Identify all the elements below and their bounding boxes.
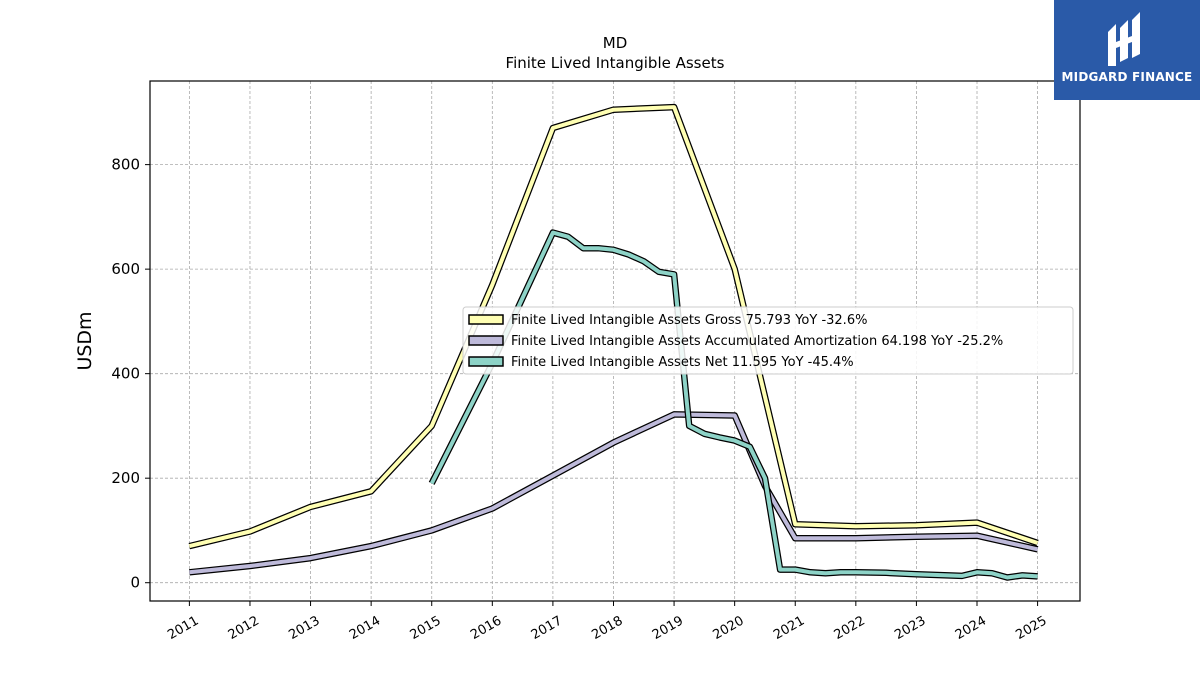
x-tick-label: 2011 [165,613,201,643]
series-line-3 [429,230,1038,580]
x-tick-label: 2024 [953,613,989,643]
legend-swatch-2 [468,335,504,346]
legend-label-3: Finite Lived Intangible Assets Net 11.59… [511,355,854,370]
legend-label-1: Finite Lived Intangible Assets Gross 75.… [511,313,867,328]
x-tick-label: 2021 [771,613,807,643]
legend-box [462,306,1074,375]
y-tick-label: 800 [111,156,140,174]
chart-subtitle: Finite Lived Intangible Assets [506,54,725,72]
midgard-finance-logo: MIDGARD FINANCE [1054,0,1200,100]
y-axis-ticks: 0 200 400 600 800 [111,156,150,592]
y-tick-label: 400 [111,365,140,383]
x-axis-ticks: 2011 2012 2013 2014 2015 2016 2017 2018 2019 2020… [165,601,1050,643]
midgard-logo-icon [1108,12,1140,66]
x-tick-label: 2022 [832,613,868,643]
series-lines [188,103,1039,581]
y-tick-label: 0 [130,574,140,592]
x-tick-label: 2017 [529,613,565,643]
y-axis-label: USDm [74,311,96,370]
chart-title: MD [603,34,628,52]
legend-label-2: Finite Lived Intangible Assets Accumulat… [511,334,1003,349]
x-tick-label: 2019 [650,613,686,643]
x-tick-label: 2023 [892,613,928,643]
legend: Finite Lived Intangible Assets Gross 75.… [462,306,1074,375]
series-line-1 [188,105,1039,549]
legend-swatch-1 [468,314,504,325]
legend-swatch-3 [468,356,504,367]
series-line-2 [189,412,1039,575]
x-tick-label: 2013 [286,613,322,643]
x-tick-label: 2014 [347,613,383,643]
x-tick-label: 2025 [1013,613,1049,643]
x-tick-label: 2015 [408,613,444,643]
x-tick-label: 2018 [589,613,625,643]
x-tick-label: 2016 [468,613,504,643]
y-tick-label: 200 [111,469,140,487]
brand-name: MIDGARD FINANCE [1061,70,1193,84]
x-tick-label: 2012 [226,613,262,643]
plot-area-frame [149,80,1081,602]
x-tick-label: 2020 [710,613,746,643]
y-tick-label: 600 [111,260,140,278]
